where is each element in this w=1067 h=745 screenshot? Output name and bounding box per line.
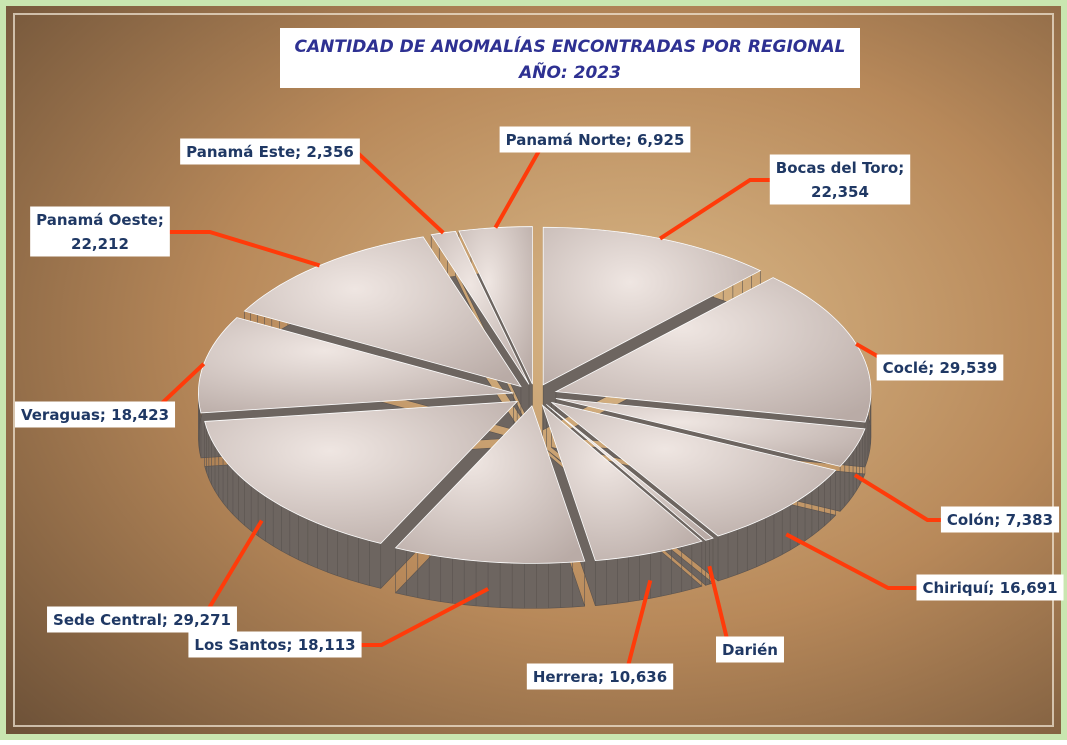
label-category: Panamá Este <box>186 143 295 161</box>
label-category: Panamá Norte <box>506 131 626 149</box>
label-category: Chiriquí <box>922 579 989 597</box>
data-label-text: Chiriquí; 16,691 <box>922 579 1057 597</box>
data-label-text: Colón; 7,383 <box>947 511 1053 529</box>
data-label: Colón; 7,383 <box>941 507 1059 533</box>
label-value: 2,356 <box>306 143 353 161</box>
data-label: Coclé; 29,539 <box>877 355 1004 381</box>
data-label: Chiriquí; 16,691 <box>916 575 1063 601</box>
label-value: 18,113 <box>298 636 356 654</box>
data-label-text: Coclé; 29,539 <box>883 359 998 377</box>
label-category: Los Santos <box>194 636 286 654</box>
data-label: Los Santos; 18,113 <box>188 632 361 658</box>
label-value: 22,354 <box>811 183 869 201</box>
data-label-text: Herrera; 10,636 <box>533 668 667 686</box>
data-label: Herrera; 10,636 <box>527 664 673 690</box>
label-value: 7,383 <box>1006 511 1053 529</box>
data-label-text: Panamá Este; 2,356 <box>186 143 354 161</box>
chart: CANTIDAD DE ANOMALÍAS ENCONTRADAS POR RE… <box>0 0 1067 740</box>
data-label: Darién <box>716 637 784 663</box>
label-category: Coclé <box>883 359 929 377</box>
chart-subtitle: AÑO: 2023 <box>517 60 621 83</box>
label-value: 22,212 <box>71 235 129 253</box>
label-category: Herrera <box>533 668 598 686</box>
label-value: 29,539 <box>939 359 997 377</box>
data-label-text: Darién <box>722 641 778 659</box>
label-category: Bocas del Toro <box>776 159 898 177</box>
data-label: Panamá Este; 2,356 <box>180 139 360 165</box>
label-category: Veraguas <box>21 406 100 424</box>
data-label: Panamá Norte; 6,925 <box>500 127 691 153</box>
data-label: Veraguas; 18,423 <box>15 402 175 428</box>
label-value: 6,925 <box>637 131 684 149</box>
label-category: Colón <box>947 511 994 529</box>
data-label-text: Sede Central; 29,271 <box>53 611 231 629</box>
label-separator: ; <box>158 211 164 229</box>
label-category: Darién <box>722 641 778 659</box>
data-label-text: Veraguas; 18,423 <box>21 406 169 424</box>
chart-title: CANTIDAD DE ANOMALÍAS ENCONTRADAS POR RE… <box>295 35 846 57</box>
label-separator: ; <box>898 159 904 177</box>
data-label-text: Panamá Norte; 6,925 <box>506 131 685 149</box>
label-value: 10,636 <box>609 668 667 686</box>
label-value: 16,691 <box>1000 579 1058 597</box>
label-value: 18,423 <box>111 406 169 424</box>
label-value: 29,271 <box>173 611 231 629</box>
data-label: Sede Central; 29,271 <box>47 607 237 633</box>
data-label: Panamá Oeste; 22,212 <box>30 207 170 257</box>
label-category: Panamá Oeste <box>36 211 158 229</box>
label-category: Sede Central <box>53 611 162 629</box>
data-label-text: Los Santos; 18,113 <box>194 636 355 654</box>
data-label: Bocas del Toro; 22,354 <box>770 155 910 205</box>
